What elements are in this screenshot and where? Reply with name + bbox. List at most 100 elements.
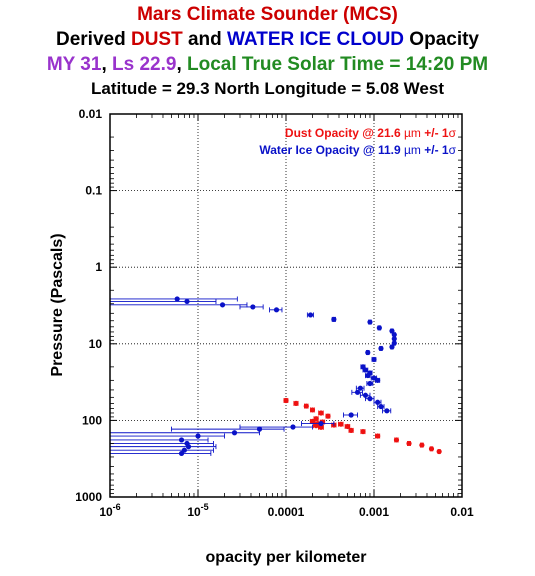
legend-text-part: Dust Opacity @ 21.6 — [285, 126, 404, 140]
title-line-2-dust: DUST — [130, 29, 183, 50]
data-point — [375, 433, 381, 439]
title-solar-longitude: Ls 22.9 — [112, 54, 177, 75]
x-tick-label: 10-6 — [99, 502, 120, 519]
data-point — [371, 356, 377, 363]
data-point — [367, 396, 373, 402]
legend-text-part: µm — [404, 143, 421, 157]
data-point — [365, 372, 371, 379]
data-point — [318, 410, 324, 416]
legend-text-part: Water Ice Opacity @ 11.9 — [259, 143, 404, 157]
data-point — [360, 428, 366, 435]
data-point — [378, 345, 384, 352]
data-point — [318, 420, 324, 427]
data-point — [375, 377, 381, 383]
data-point — [174, 296, 180, 302]
dust-series — [283, 397, 442, 455]
grid-lines — [110, 114, 462, 497]
data-point — [391, 332, 397, 338]
data-point — [178, 450, 185, 457]
data-point — [378, 403, 384, 410]
y-tick-label: 0.1 — [85, 184, 102, 198]
data-point — [325, 413, 331, 419]
x-tick-label: 10-5 — [187, 502, 208, 519]
data-point — [391, 336, 397, 342]
legend-text-part: µm — [404, 126, 421, 140]
data-point — [362, 367, 369, 373]
x-tick-label: 0.0001 — [268, 505, 305, 519]
title-martian-year: MY 31 — [46, 54, 102, 75]
chart-location: Latitude = 29.3 North Longitude = 5.08 W… — [0, 79, 535, 99]
data-point — [195, 433, 201, 439]
title-line-2-prefix: Derived — [55, 29, 131, 50]
data-point — [348, 427, 354, 433]
y-tick-label: 1 — [95, 260, 102, 274]
data-point — [318, 424, 324, 430]
y-tick-label: 10 — [89, 337, 103, 351]
title-sep-1: , — [101, 54, 112, 75]
data-point — [250, 304, 256, 310]
data-point — [367, 319, 373, 325]
data-point — [273, 307, 280, 313]
legend-text-part: +/- 1 — [421, 126, 449, 140]
data-point — [367, 380, 373, 387]
data-point — [283, 397, 289, 404]
title-sep-2: , — [176, 54, 187, 75]
legend-text-part: σ — [449, 126, 457, 140]
data-point — [290, 424, 296, 430]
legend-entry: Dust Opacity @ 21.6 µm +/- 1σ — [285, 126, 457, 140]
data-point — [344, 423, 351, 430]
title-line-1: Mars Climate Sounder (MCS) — [137, 4, 398, 25]
title-lat-lon: Latitude = 29.3 North Longitude = 5.08 W… — [91, 79, 444, 98]
chart-title: Mars Climate Sounder (MCS) — [0, 4, 535, 26]
data-point — [365, 349, 371, 356]
x-tick-label: 0.001 — [359, 505, 389, 519]
data-point — [185, 444, 192, 450]
water-ice-series — [109, 296, 397, 457]
title-local-time: Local True Solar Time = 14:20 PM — [187, 54, 489, 75]
data-point — [406, 440, 412, 447]
data-point — [338, 421, 344, 427]
data-point — [376, 325, 382, 331]
data-point — [384, 408, 390, 414]
y-tick-label: 100 — [82, 413, 102, 427]
y-tick-label: 1000 — [75, 490, 102, 504]
data-point — [307, 312, 314, 318]
data-point — [293, 400, 299, 407]
data-point — [184, 298, 190, 305]
data-point — [428, 446, 435, 452]
data-point — [354, 389, 361, 395]
data-point — [309, 407, 316, 413]
x-axis-title: opacity per kilometer — [206, 549, 367, 566]
data-point — [375, 399, 381, 405]
data-point — [231, 430, 238, 436]
data-point — [331, 316, 337, 322]
axis-ticks: 10-6 10-5 0.0001 0.001 0.01 0.01 0.1 1 10 100 1000 — [75, 107, 474, 519]
data-point — [357, 385, 363, 391]
data-point — [178, 437, 185, 443]
data-point — [256, 426, 263, 432]
data-point — [391, 340, 397, 346]
title-line-2-ice: WATER ICE CLOUD — [227, 29, 405, 50]
legend-text-part: +/- 1 — [421, 143, 449, 157]
data-point — [419, 442, 425, 448]
x-tick-label: 0.01 — [450, 505, 474, 519]
data-point — [436, 448, 442, 455]
y-tick-label: 0.01 — [79, 107, 103, 121]
legend-text-part: σ — [449, 143, 457, 157]
chart-subtitle-2: MY 31, Ls 22.9, Local True Solar Time = … — [0, 54, 535, 76]
legend-entry: Water Ice Opacity @ 11.9 µm +/- 1σ — [259, 143, 456, 157]
data-point — [303, 403, 309, 409]
data-point — [309, 418, 316, 424]
data-point — [348, 412, 354, 418]
chart-subtitle-1: Derived DUST and WATER ICE CLOUD Opacity — [0, 29, 535, 51]
data-point — [313, 423, 319, 429]
data-point — [219, 302, 226, 308]
series-layer — [109, 296, 442, 457]
data-point — [389, 344, 395, 350]
title-line-2-and: and — [182, 29, 228, 50]
data-point — [362, 392, 369, 398]
y-axis-title: Pressure (Pascals) — [49, 233, 66, 376]
data-point — [393, 437, 400, 443]
